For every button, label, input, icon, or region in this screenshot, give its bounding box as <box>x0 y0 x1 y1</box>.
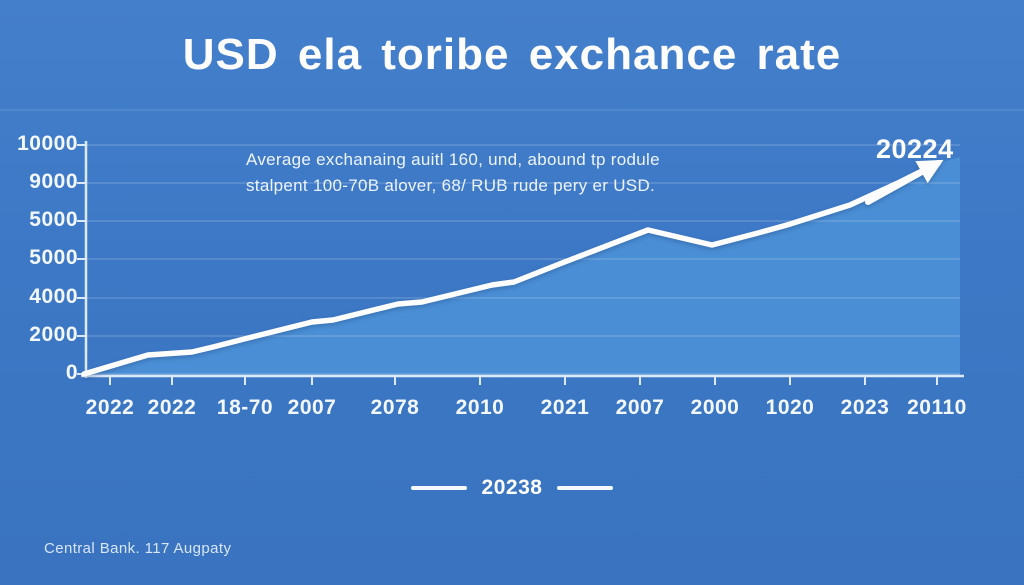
legend-label: 20238 <box>481 476 543 499</box>
y-axis-label: 5000 <box>29 208 78 231</box>
x-axis-label: 20110 <box>907 396 967 419</box>
gridlines <box>0 109 1024 375</box>
chart-title: USD ela toribe exchance rate <box>182 30 842 79</box>
x-axis-label: 2023 <box>840 396 890 419</box>
annotation-line-1: Average exchanaing auitl 160, und, aboun… <box>246 150 660 169</box>
x-axis-label: 2007 <box>615 396 665 419</box>
area-fill <box>84 157 960 376</box>
x-axis-label: 2078 <box>370 396 420 419</box>
y-axis-label: 5000 <box>29 246 78 269</box>
source-caption: Central Bank. 117 Augpaty <box>44 540 232 557</box>
peak-value-label: 20224 <box>876 134 954 164</box>
x-axis-label: 2000 <box>690 396 740 419</box>
y-axis-label: 9000 <box>29 170 78 193</box>
annotation-line-2: stalpent 100-70B alover, 68/ RUB rude pe… <box>246 176 656 196</box>
x-axis-label: 2021 <box>540 396 590 419</box>
legend-line-right <box>557 486 614 490</box>
x-axis-label: 2007 <box>287 396 337 419</box>
chart-annotation: Average exchanaing auitl 160, und, aboun… <box>246 147 660 200</box>
legend: 20238 <box>0 476 1024 500</box>
x-axis-label: 2010 <box>455 396 505 419</box>
y-axis-label: 4000 <box>29 285 78 308</box>
data-line <box>81 159 944 377</box>
x-axis-label: 18-70 <box>216 396 274 419</box>
x-axis-label: 2022 <box>147 396 197 419</box>
y-axis-label: 0 <box>65 361 78 384</box>
x-axis-label: 2022 <box>85 396 135 419</box>
y-axis-label: 10000 <box>17 132 78 155</box>
legend-line-left <box>410 486 467 490</box>
x-axis-label: 1020 <box>765 396 815 419</box>
y-axis-label: 2000 <box>29 323 78 346</box>
